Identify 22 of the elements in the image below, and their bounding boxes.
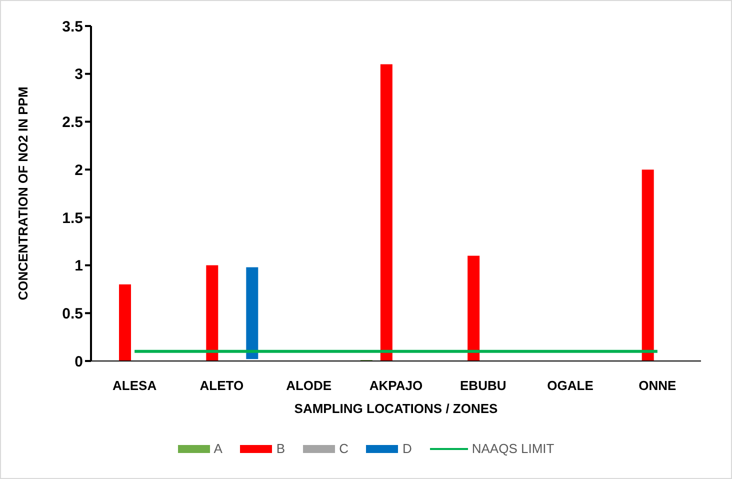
y-tick-label: 2 [74,162,83,179]
y-tick-label: 1.5 [62,210,83,227]
y-tick-label: 0.5 [62,305,83,322]
x-tick-label: OGALE [547,378,594,394]
x-axis-title: SAMPLING LOCATIONS / ZONES [294,401,498,416]
y-tick-label: 2.5 [62,114,83,132]
x-tick-label: AKPAJO [369,378,423,394]
y-tick-label: 3 [74,66,83,84]
x-tick-label: ONNE [638,378,677,394]
y-tick-label: 3.5 [62,18,83,36]
legend-label: B [276,441,286,456]
legend-label: C [339,441,348,456]
x-tick-label: ALETO [200,378,244,394]
y-axis-title: CONCENTRATION OF NO2 IN PPM [16,86,31,300]
legend-label: D [402,441,412,456]
x-tick-label: EBUBU [460,378,506,394]
y-tick-label: 1 [74,258,83,275]
x-tick-label: ALODE [286,378,332,394]
legend-label: A [214,441,222,456]
legend-label: NAAQS LIMIT [472,441,554,456]
x-tick-label: ALESA [112,378,158,394]
y-tick-label: 0 [74,353,83,370]
